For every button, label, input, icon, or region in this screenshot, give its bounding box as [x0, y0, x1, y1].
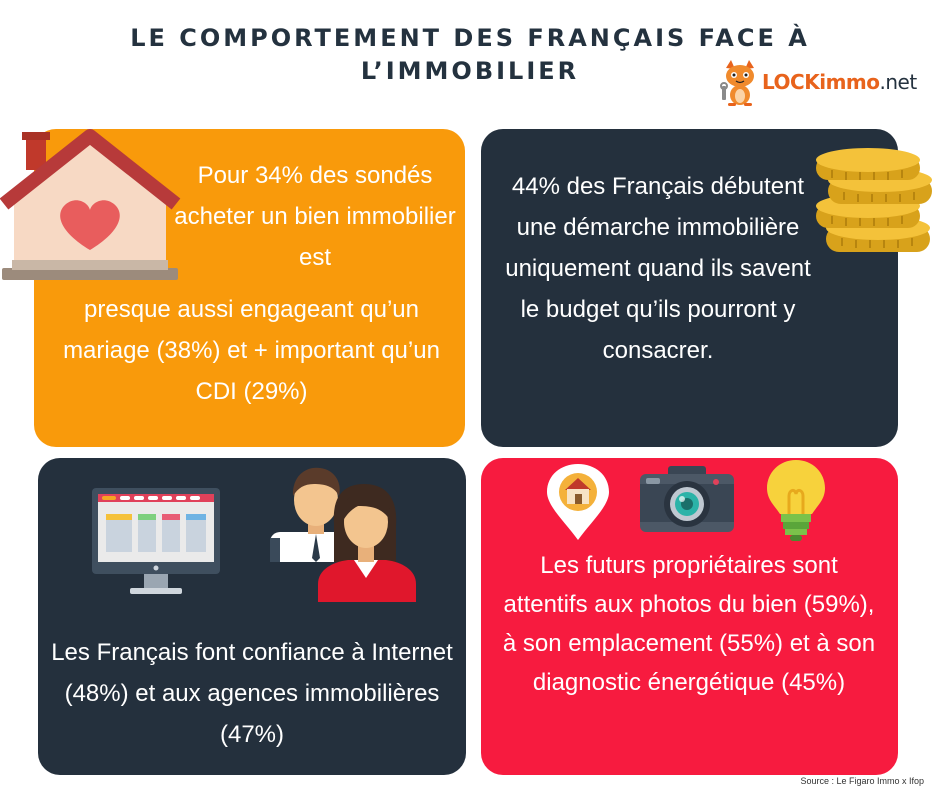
monitor-icon [92, 488, 220, 594]
page-title: LE COMPORTEMENT DES FRANÇAIS FACE À L’IM… [90, 22, 850, 88]
coins-stack-icon [816, 148, 932, 252]
title-line-2: L’IMMOBILIER [360, 57, 580, 85]
title-line-1: LE COMPORTEMENT DES FRANÇAIS FACE À [130, 24, 810, 52]
house-heart-icon [0, 129, 181, 280]
location-pin-icon [547, 464, 609, 540]
source-credit: Source : Le Figaro Immo x Ifop [800, 776, 924, 786]
card1-text-top: Pour 34% des sondés acheter un bien immo… [174, 162, 456, 271]
card1-text-bottom: presque aussi engageant qu’un mariage (3… [63, 296, 440, 405]
logo-text: LOCKimmo.net [762, 70, 917, 94]
logo-tld: .net [879, 70, 917, 94]
card2-text: 44% des Français débutent une démarche i… [505, 173, 811, 364]
cat-mascot-icon [720, 60, 754, 106]
card-budget [481, 129, 898, 447]
lightbulb-icon [767, 460, 825, 541]
card3-text: Les Français font confiance à Internet (… [51, 639, 453, 748]
people-icon [270, 467, 416, 602]
logo-brand: LOCKimmo [762, 70, 880, 94]
lockimmo-logo[interactable]: LOCKimmo.net [720, 60, 930, 106]
card4-text: Les futurs propriétaires sont attentifs … [502, 552, 876, 696]
camera-icon [640, 466, 734, 532]
